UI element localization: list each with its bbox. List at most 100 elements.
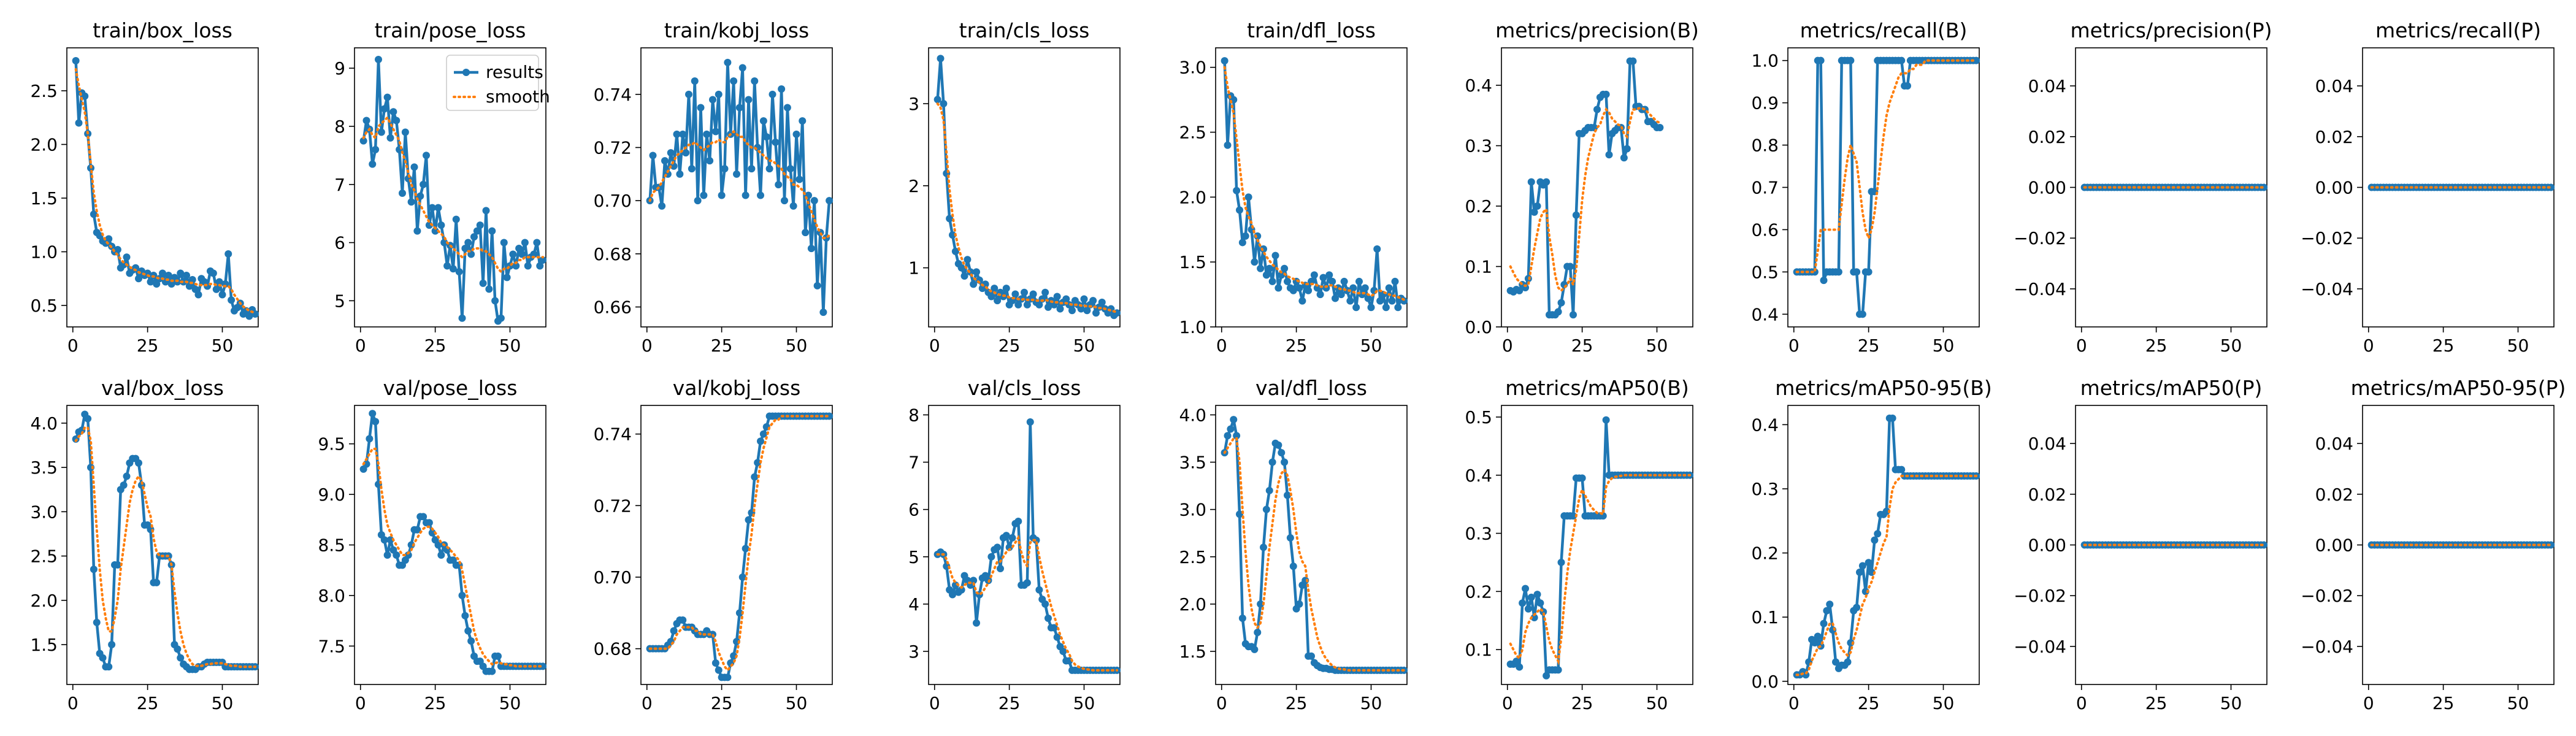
y-tick-label: 8.0 xyxy=(318,586,345,606)
y-tick-label: 0.02 xyxy=(2028,127,2066,147)
results-point xyxy=(228,296,236,304)
results-point xyxy=(960,272,968,280)
y-tick-label: 0.5 xyxy=(1465,407,1492,427)
y-tick-label: 0.5 xyxy=(30,296,58,316)
results-point xyxy=(1516,663,1524,671)
results-point xyxy=(1281,458,1289,466)
results-point xyxy=(488,227,496,235)
results-point xyxy=(673,130,681,138)
results-point xyxy=(1512,657,1520,665)
results-point xyxy=(90,565,98,573)
y-tick-label: 0.2 xyxy=(1751,543,1779,564)
x-tick-label: 25 xyxy=(1286,335,1308,356)
results-point xyxy=(383,551,391,559)
subplot-title: train/pose_loss xyxy=(375,18,526,42)
results-point xyxy=(389,108,397,116)
y-tick-label: 0.8 xyxy=(1751,136,1779,156)
x-tick-label: 0 xyxy=(1788,335,1800,356)
results-point xyxy=(1265,486,1273,494)
axes-frame xyxy=(66,47,259,328)
y-tick-label: −0.04 xyxy=(2014,637,2066,657)
results-point xyxy=(99,654,107,662)
results-point xyxy=(795,175,803,183)
results-point xyxy=(724,673,732,681)
results-point xyxy=(93,618,101,626)
results-point xyxy=(1817,56,1825,64)
results-point xyxy=(1268,277,1276,285)
results-point xyxy=(1391,277,1399,285)
results-point xyxy=(428,529,436,537)
x-tick-label: 0 xyxy=(929,693,940,713)
x-tick-label: 0 xyxy=(929,335,940,356)
results-point xyxy=(1278,449,1286,457)
results-point xyxy=(1826,600,1834,608)
axes-frame xyxy=(1787,405,1980,685)
results-point xyxy=(147,278,155,286)
results-point xyxy=(1286,534,1294,542)
results-point xyxy=(1298,297,1306,305)
results-point xyxy=(1536,599,1544,607)
results-point xyxy=(188,276,196,283)
results-point xyxy=(1554,666,1562,674)
x-tick-label: 0 xyxy=(2363,693,2374,713)
results-point xyxy=(949,231,956,239)
results-point xyxy=(410,163,418,171)
results-point xyxy=(1352,304,1360,312)
results-point xyxy=(1011,290,1019,298)
y-tick-label: 0.74 xyxy=(594,85,632,105)
results-point xyxy=(1026,418,1034,426)
results-point xyxy=(362,117,370,125)
results-point xyxy=(765,165,773,173)
results-point xyxy=(1221,57,1229,65)
results-point xyxy=(819,309,827,316)
axes-frame xyxy=(354,47,546,328)
results-point xyxy=(84,415,92,423)
results-point xyxy=(1268,458,1276,466)
results-point xyxy=(789,202,797,210)
results-line xyxy=(1796,59,1977,316)
y-tick-label: 1.5 xyxy=(1179,252,1206,272)
smooth-line xyxy=(1509,473,1692,665)
subplot-title: val/kobj_loss xyxy=(673,376,801,400)
x-tick-label: 50 xyxy=(1646,693,1668,713)
x-tick-label: 50 xyxy=(2220,335,2242,356)
results-point xyxy=(688,165,696,173)
results-point xyxy=(407,198,415,206)
results-point xyxy=(434,204,442,212)
results-point xyxy=(1522,585,1529,592)
y-tick-label: 7 xyxy=(908,453,919,473)
results-point xyxy=(1898,56,1906,64)
subplot-5: train/dfl_loss 0 25 50 1.0 1.5 2.0 2.5 3.0 xyxy=(1179,18,1408,356)
results-point xyxy=(1844,658,1852,666)
results-point xyxy=(420,180,427,188)
subplot-4: train/cls_loss 0 25 50 1 2 3 xyxy=(908,18,1121,356)
results-point xyxy=(2547,183,2555,191)
results-point xyxy=(745,516,753,524)
results-point xyxy=(1041,600,1049,608)
results-point xyxy=(1972,56,1980,64)
results-point xyxy=(997,565,1004,573)
results-point xyxy=(380,536,388,544)
results-point xyxy=(120,261,128,269)
results-point xyxy=(826,412,834,420)
x-tick-label: 25 xyxy=(137,693,159,713)
results-point xyxy=(676,170,684,178)
results-point xyxy=(1284,277,1291,285)
y-tick-label: 2.0 xyxy=(1179,594,1206,615)
results-point xyxy=(1820,277,1828,285)
results-point xyxy=(1021,288,1028,296)
results-point xyxy=(1605,151,1613,159)
results-point xyxy=(1871,536,1879,544)
results-point xyxy=(1236,510,1243,518)
results-point xyxy=(440,239,448,247)
results-point xyxy=(949,591,956,599)
results-point xyxy=(826,197,834,205)
x-tick-label: 25 xyxy=(999,693,1021,713)
results-point xyxy=(1355,277,1363,285)
y-tick-label: 2.0 xyxy=(30,591,58,611)
results-point xyxy=(667,149,675,157)
results-point xyxy=(461,245,469,253)
results-point xyxy=(536,262,544,270)
results-point xyxy=(807,245,815,253)
results-point xyxy=(1874,530,1882,538)
